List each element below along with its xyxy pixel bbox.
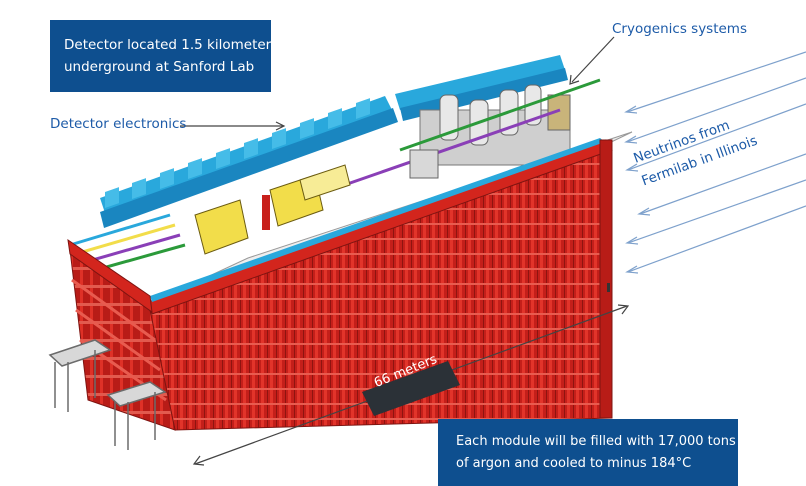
electronics-pointer	[180, 121, 286, 131]
right-edge-column	[599, 139, 613, 419]
cryogenics-plant	[329, 78, 601, 192]
cryogenics-pointer	[569, 36, 615, 85]
electronics-racks	[100, 55, 568, 228]
length-label-badge	[362, 361, 460, 416]
cryogenics-label: Cryogenics systems	[612, 21, 747, 37]
module-callout-line-1: Each module will be filled with 17,000 t…	[456, 434, 736, 449]
neutrino-arrows	[624, 51, 806, 274]
location-callout-line-2: underground at Sanford Lab	[64, 59, 255, 75]
yellow-structures	[194, 164, 351, 255]
module-callout-line-2: of argon and cooled to minus 184°C	[456, 456, 692, 471]
person-figure	[607, 283, 610, 292]
location-callout: Detector located 1.5 kilometers undergro…	[50, 20, 279, 92]
access-platforms	[48, 339, 167, 450]
location-callout-line-1: Detector located 1.5 kilometers	[64, 37, 279, 53]
module-callout: Each module will be filled with 17,000 t…	[438, 419, 738, 486]
electronics-label: Detector electronics	[50, 116, 187, 132]
